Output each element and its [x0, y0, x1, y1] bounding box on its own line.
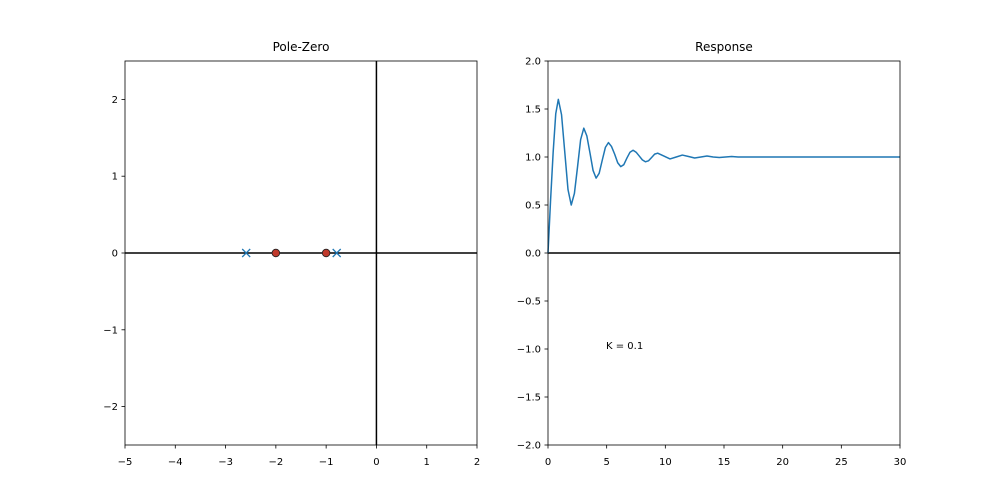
y-tick-label: −0.5 — [517, 297, 541, 308]
zero-marker — [271, 248, 281, 258]
x-tick-label: 20 — [776, 457, 789, 468]
x-tick-label: 0 — [373, 457, 379, 468]
y-tick-label: 1.0 — [525, 153, 541, 164]
y-tick-label: −1.0 — [517, 345, 541, 356]
y-tick-label: −2.0 — [517, 441, 541, 452]
y-tick-label: 2 — [112, 95, 118, 106]
y-tick-label: −1 — [103, 325, 118, 336]
x-tick-label: −4 — [168, 457, 183, 468]
subplot-title: Pole-Zero — [273, 40, 330, 54]
axes-frame — [124, 60, 478, 446]
y-tick-label: −1.5 — [517, 393, 541, 404]
annotation: K = 0.1 — [606, 341, 643, 352]
x-tick-label: −5 — [118, 457, 133, 468]
x-tick-label: 15 — [718, 457, 731, 468]
x-tick-label: 30 — [894, 457, 907, 468]
zero-marker — [321, 248, 331, 258]
x-tick-label: −1 — [319, 457, 334, 468]
subplot-title: Response — [695, 40, 753, 54]
y-tick-label: 0.0 — [525, 249, 541, 260]
x-tick-label: 2 — [474, 457, 480, 468]
x-tick-label: 1 — [424, 457, 430, 468]
pole-marker — [241, 248, 251, 258]
y-tick-label: 0.5 — [525, 201, 541, 212]
y-tick-label: −2 — [103, 402, 118, 413]
y-tick-label: 1 — [112, 172, 118, 183]
x-tick-label: 5 — [603, 457, 609, 468]
y-tick-label: 0 — [112, 249, 118, 260]
x-tick-label: 10 — [659, 457, 672, 468]
x-tick-label: −3 — [218, 457, 233, 468]
response-line — [547, 98, 900, 254]
axes-frame — [547, 60, 901, 446]
y-tick-label: 2.0 — [525, 57, 541, 68]
pole-marker — [332, 248, 342, 258]
x-tick-label: 25 — [835, 457, 848, 468]
x-tick-label: 0 — [545, 457, 551, 468]
y-tick-label: 1.5 — [525, 105, 541, 116]
x-tick-label: −2 — [268, 457, 283, 468]
